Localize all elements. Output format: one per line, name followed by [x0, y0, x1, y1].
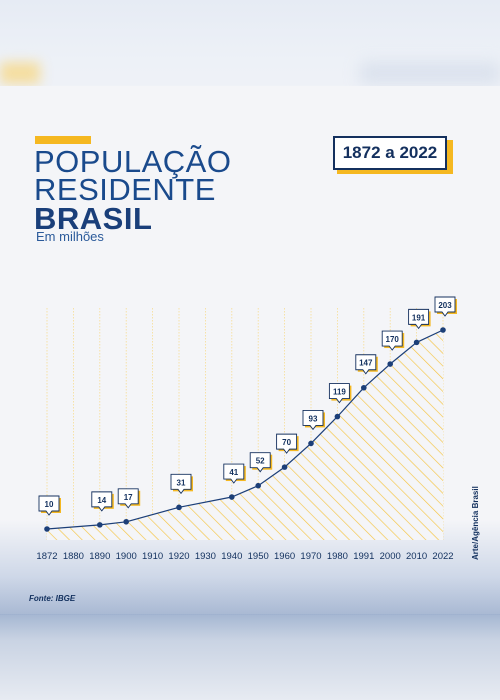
data-label-1950: 52: [249, 452, 273, 473]
credit-note: Arte/Agência Brasil: [471, 486, 480, 560]
data-point-1920: [176, 504, 182, 511]
data-label-1980: 119: [328, 383, 352, 404]
data-label-2022: 203: [434, 296, 457, 317]
data-label-1900: 17: [117, 488, 141, 509]
data-label-1890: 14: [91, 491, 114, 512]
background-blur-right: [360, 62, 500, 84]
data-point-2010: [413, 339, 420, 346]
x-tick-1970: 1970: [300, 551, 321, 562]
x-axis-labels: 1872 1880 1890 1900 1910 1920 1930 1940 1950 1960…: [36, 551, 453, 562]
title-line-1: POPULAÇÃO: [34, 144, 232, 179]
x-tick-1950: 1950: [248, 551, 269, 562]
svg-text:14: 14: [97, 496, 106, 505]
title-line-2: RESIDENTE: [34, 172, 216, 207]
source-note: Fonte: IBGE: [29, 594, 76, 603]
data-point-1960: [281, 464, 288, 470]
data-label-1872: 10: [38, 495, 61, 516]
data-point-1872: [44, 526, 50, 532]
x-tick-2010: 2010: [406, 551, 427, 562]
data-point-1900: [123, 518, 129, 525]
data-point-1991: [361, 384, 367, 391]
svg-text:119: 119: [333, 388, 346, 397]
x-tick-2022: 2022: [432, 551, 453, 562]
x-tick-1930: 1930: [195, 551, 216, 562]
svg-text:41: 41: [229, 468, 238, 477]
data-point-1980: [334, 413, 341, 420]
range-badge: 1872 a 2022: [333, 136, 447, 170]
x-tick-1991: 1991: [353, 551, 374, 562]
svg-text:191: 191: [412, 313, 426, 322]
x-tick-1872: 1872: [36, 551, 57, 562]
data-label-1960: 70: [276, 433, 299, 454]
svg-text:203: 203: [438, 301, 452, 310]
data-points: [44, 327, 446, 532]
svg-text:17: 17: [124, 493, 133, 502]
data-point-1890: [97, 522, 103, 528]
svg-text:52: 52: [256, 457, 265, 466]
svg-text:93: 93: [309, 414, 318, 423]
svg-text:31: 31: [177, 478, 186, 487]
data-label-1970: 93: [302, 409, 325, 431]
svg-text:10: 10: [45, 500, 54, 509]
data-label-1920: 31: [170, 473, 193, 495]
x-tick-2000: 2000: [380, 551, 401, 562]
title-accent-bar: [35, 136, 91, 144]
data-label-2010: 191: [408, 308, 431, 330]
x-tick-1980: 1980: [327, 551, 348, 562]
x-tick-1910: 1910: [142, 551, 163, 562]
x-tick-1890: 1890: [89, 551, 110, 562]
data-point-2022: [440, 327, 446, 333]
data-label-2000: 170: [381, 330, 405, 351]
subtitle: Em milhões: [36, 229, 104, 244]
svg-text:147: 147: [359, 359, 373, 368]
data-labels: 10 14 17 31 41 52 70 93 119 147 170 191 203: [38, 296, 457, 516]
data-point-1970: [308, 440, 314, 447]
data-point-2000: [387, 361, 394, 367]
data-point-1950: [255, 482, 261, 489]
data-point-1940: [229, 494, 235, 500]
area-fill: [47, 330, 443, 540]
data-label-1991: 147: [355, 354, 378, 375]
x-tick-1880: 1880: [63, 551, 84, 562]
title-line-3: BRASIL: [34, 201, 153, 236]
svg-text:70: 70: [282, 438, 291, 447]
data-label-1940: 41: [223, 463, 246, 484]
x-tick-1940: 1940: [221, 551, 242, 562]
svg-text:170: 170: [386, 335, 400, 344]
x-tick-1920: 1920: [168, 551, 189, 562]
x-tick-1960: 1960: [274, 551, 295, 562]
x-tick-1900: 1900: [116, 551, 137, 562]
background-blur-left: [0, 62, 40, 84]
